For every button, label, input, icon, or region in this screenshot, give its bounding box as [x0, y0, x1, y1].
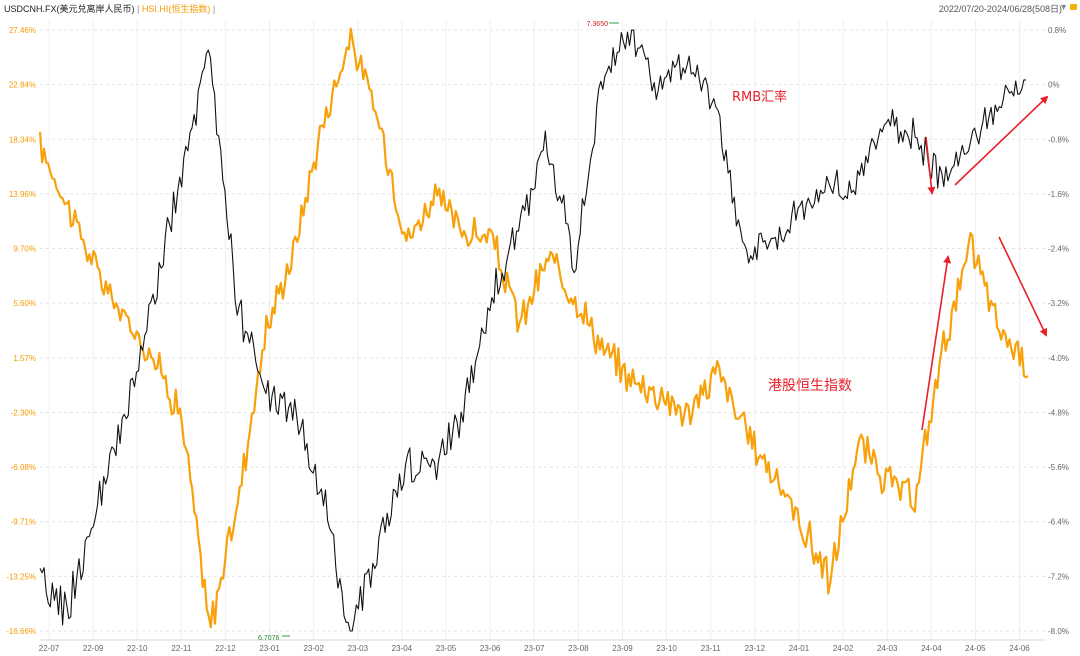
chevron-down-icon[interactable]: ▼	[1059, 2, 1068, 12]
left-axis: 27.46% 22.84% 18.34% 13.96% 9.70% 5.60% 1.57% -…	[6, 26, 36, 636]
legend-separator-end: |	[212, 4, 216, 14]
x-tick-label: 24-02	[833, 644, 854, 653]
x-tick-label: 24-01	[789, 644, 810, 653]
right-tick-label: 0%	[1048, 81, 1060, 90]
x-tick-label: 23-03	[348, 644, 369, 653]
x-tick-label: 23-04	[392, 644, 413, 653]
x-tick-label: 23-09	[612, 644, 633, 653]
left-tick-label: 22.84%	[9, 81, 36, 90]
hsi-up-arrow	[921, 255, 952, 431]
legend-separator: |	[137, 4, 140, 14]
min-value-label: 6.7076	[258, 635, 280, 642]
left-tick-label: -6.08%	[11, 463, 36, 472]
rmb-up-arrow	[954, 95, 1049, 186]
x-tick-label: 23-02	[303, 644, 324, 653]
series: 7.3650 6.7076	[38, 21, 1029, 642]
left-tick-label: -16.66%	[6, 627, 36, 636]
hsi-annotation: 港股恒生指数	[768, 378, 852, 394]
right-tick-label: -5.6%	[1048, 463, 1069, 472]
right-tick-label: -6.4%	[1048, 518, 1069, 527]
chart-header: USDCNH.FX(美元兑离岸人民币) | HSI.HI(恒生指数) | 202…	[0, 0, 1080, 16]
range-controls: ▼	[1059, 2, 1077, 12]
left-tick-label: 1.57%	[13, 354, 36, 363]
x-tick-label: 23-08	[568, 644, 589, 653]
x-tick-label: 24-06	[1009, 644, 1030, 653]
right-axis: 0.8% 0% -0.8% -1.6% -2.4% -3.2% -4.0% -4.8% -5.6…	[1048, 26, 1069, 636]
x-tick-label: 23-10	[656, 644, 677, 653]
left-tick-label: 13.96%	[9, 190, 36, 199]
rmb-down-arrow	[925, 136, 936, 195]
x-tick-label: 23-05	[436, 644, 457, 653]
x-tick-label: 23-11	[701, 644, 721, 653]
left-tick-label: 27.46%	[9, 26, 36, 35]
right-tick-label: -3.2%	[1048, 299, 1069, 308]
x-tick-label: 22-09	[83, 644, 104, 653]
lock-icon[interactable]	[1070, 4, 1077, 10]
grid	[40, 20, 1046, 641]
right-tick-label: -7.2%	[1048, 572, 1069, 581]
hsi-down-arrow	[998, 236, 1048, 337]
hsi-legend-label[interactable]: HSI.HI(恒生指数)	[141, 4, 211, 14]
left-tick-label: -9.71%	[11, 518, 36, 527]
rmb-rate-annotation: RMB汇率	[732, 89, 787, 105]
x-tick-label: 24-05	[965, 644, 986, 653]
x-axis: 22-07 22-09 22-10 22-11 22-12 23-01 23-02 23-03…	[39, 644, 1031, 653]
left-tick-label: 18.34%	[9, 135, 36, 144]
x-tick-label: 23-01	[259, 644, 280, 653]
usdcnh-legend-label[interactable]: USDCNH.FX(美元兑离岸人民币)	[4, 4, 135, 14]
hsi-series-line[interactable]	[38, 27, 1029, 629]
x-tick-label: 22-12	[215, 644, 236, 653]
right-tick-label: -4.8%	[1048, 408, 1069, 417]
x-tick-label: 24-03	[877, 644, 898, 653]
max-value-label: 7.3650	[587, 21, 609, 28]
left-tick-label: -13.25%	[6, 572, 36, 581]
left-tick-label: 9.70%	[13, 245, 36, 254]
x-tick-label: 23-06	[480, 644, 501, 653]
left-tick-label: 5.60%	[13, 299, 36, 308]
x-tick-label: 23-12	[745, 644, 766, 653]
right-tick-label: -0.8%	[1048, 135, 1069, 144]
right-tick-label: -2.4%	[1048, 245, 1069, 254]
date-range-label[interactable]: 2022/07/20-2024/06/28(508日)	[938, 4, 1062, 14]
legend: USDCNH.FX(美元兑离岸人民币) | HSI.HI(恒生指数) |	[4, 2, 215, 15]
x-tick-label: 22-11	[171, 644, 191, 653]
right-tick-label: -8.0%	[1048, 627, 1069, 636]
usdcnh-series-line[interactable]	[39, 29, 1026, 632]
x-tick-label: 24-04	[921, 644, 942, 653]
right-tick-label: -1.6%	[1048, 190, 1069, 199]
right-tick-label: -4.0%	[1048, 354, 1069, 363]
right-tick-label: 0.8%	[1048, 26, 1066, 35]
x-tick-label: 23-07	[524, 644, 545, 653]
x-tick-label: 22-10	[127, 644, 148, 653]
left-tick-label: -2.30%	[11, 408, 36, 417]
x-tick-label: 22-07	[39, 644, 60, 653]
